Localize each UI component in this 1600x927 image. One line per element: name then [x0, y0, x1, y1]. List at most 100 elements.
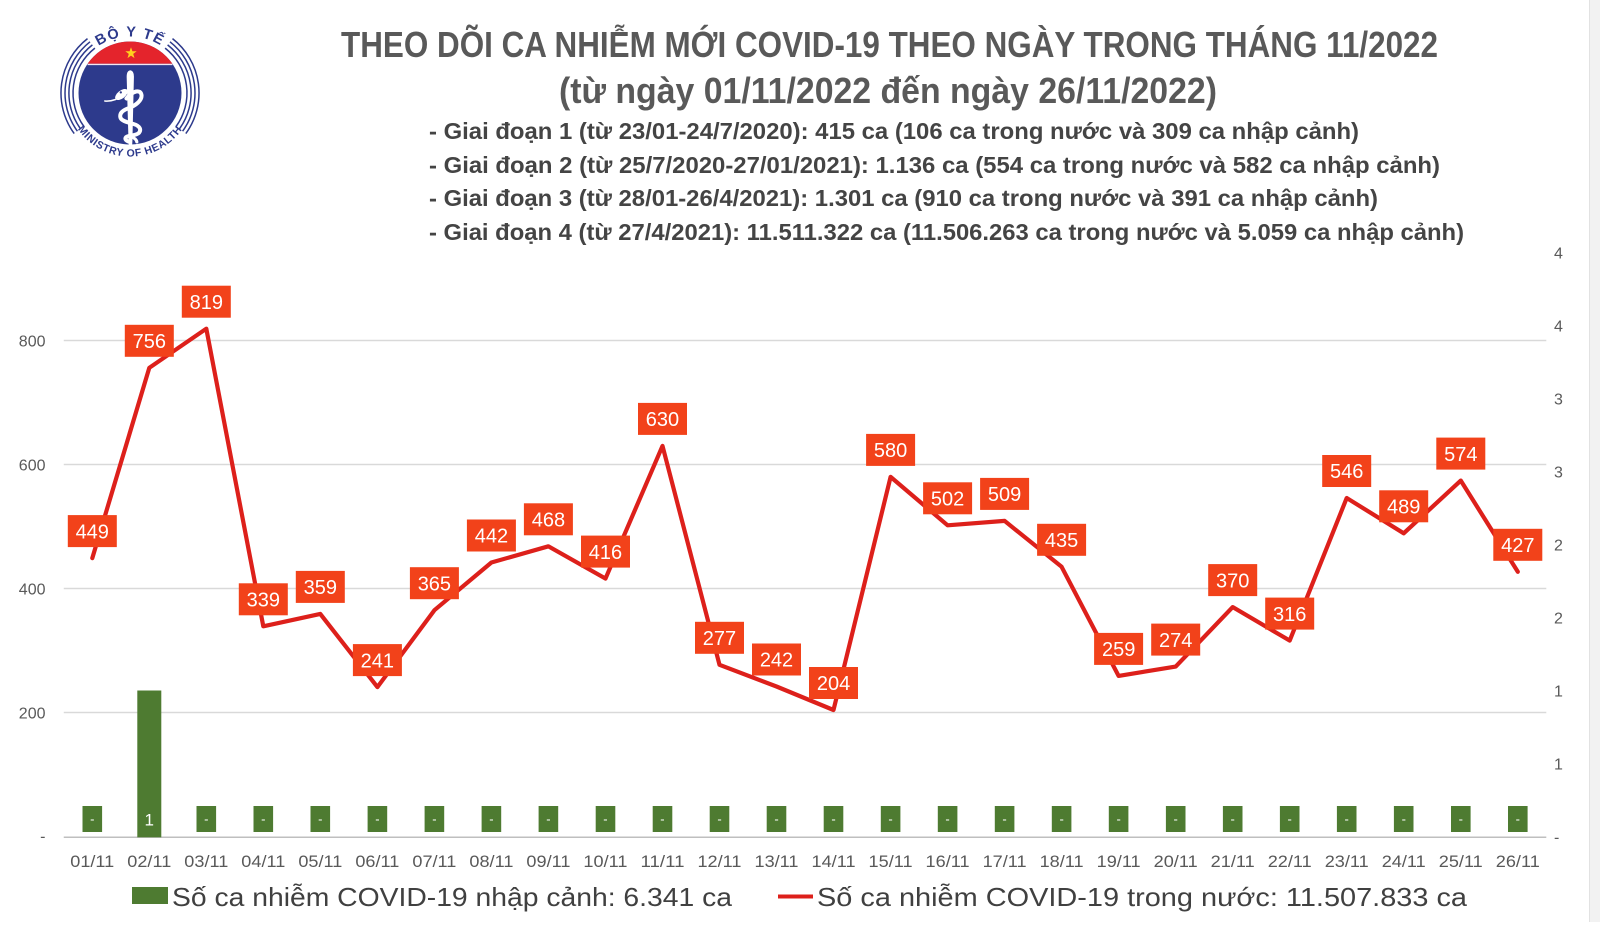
svg-text:4: 4 — [1554, 245, 1563, 262]
svg-text:22/11: 22/11 — [1268, 853, 1312, 871]
svg-text:-: - — [375, 812, 379, 827]
svg-text:Số ca nhiễm COVID-19 nhập cảnh: Số ca nhiễm COVID-19 nhập cảnh: 6.341 ca — [172, 882, 733, 912]
svg-text:365: 365 — [418, 573, 451, 595]
svg-text:200: 200 — [19, 705, 46, 722]
svg-text:-: - — [204, 812, 208, 827]
svg-text:370: 370 — [1216, 570, 1249, 592]
svg-text:489: 489 — [1387, 497, 1420, 519]
svg-text:468: 468 — [532, 510, 565, 532]
svg-text:-: - — [90, 812, 94, 827]
svg-text:- Giai đoạn 1 (từ 23/01-24/7/2: - Giai đoạn 1 (từ 23/01-24/7/2020): 415 … — [429, 118, 1359, 144]
svg-text:580: 580 — [874, 440, 907, 462]
svg-text:10/11: 10/11 — [583, 853, 627, 871]
svg-text:449: 449 — [76, 521, 109, 543]
svg-text:277: 277 — [703, 628, 736, 650]
svg-text:600: 600 — [19, 457, 46, 474]
svg-text:24/11: 24/11 — [1382, 853, 1426, 871]
svg-text:-: - — [831, 812, 835, 827]
svg-text:25/11: 25/11 — [1439, 853, 1483, 871]
svg-text:12/11: 12/11 — [697, 853, 741, 871]
svg-text:11/11: 11/11 — [640, 853, 684, 871]
svg-text:-: - — [945, 812, 949, 827]
svg-text:-: - — [774, 812, 778, 827]
svg-text:435: 435 — [1045, 530, 1078, 552]
svg-text:1: 1 — [1554, 683, 1563, 700]
svg-text:509: 509 — [988, 484, 1021, 506]
svg-text:03/11: 03/11 — [184, 853, 228, 871]
svg-text:- Giai đoạn 4 (từ 27/4/2021):: - Giai đoạn 4 (từ 27/4/2021): 11.511.322… — [429, 219, 1464, 245]
svg-text:13/11: 13/11 — [755, 853, 799, 871]
svg-text:4: 4 — [1554, 318, 1563, 335]
svg-text:819: 819 — [190, 292, 223, 314]
svg-text:04/11: 04/11 — [241, 853, 285, 871]
svg-text:-: - — [489, 812, 493, 827]
svg-text:23/11: 23/11 — [1325, 853, 1369, 871]
svg-text:-: - — [1002, 812, 1006, 827]
svg-text:-: - — [546, 812, 550, 827]
svg-text:359: 359 — [304, 577, 337, 599]
svg-text:-: - — [1231, 812, 1235, 827]
svg-text:-: - — [717, 812, 721, 827]
svg-text:18/11: 18/11 — [1040, 853, 1084, 871]
svg-text:Số ca nhiễm COVID-19 trong nướ: Số ca nhiễm COVID-19 trong nước: 11.507.… — [817, 882, 1468, 912]
svg-text:-: - — [888, 812, 892, 827]
svg-text:259: 259 — [1102, 639, 1135, 661]
svg-text:- Giai đoạn 3 (từ 28/01-26/4/2: - Giai đoạn 3 (từ 28/01-26/4/2021): 1.30… — [429, 185, 1378, 211]
svg-text:21/11: 21/11 — [1211, 853, 1255, 871]
svg-text:-: - — [603, 812, 607, 827]
svg-text:14/11: 14/11 — [812, 853, 856, 871]
svg-text:15/11: 15/11 — [869, 853, 913, 871]
svg-text:01/11: 01/11 — [70, 853, 114, 871]
svg-text:-: - — [1459, 812, 1463, 827]
svg-text:-: - — [1402, 812, 1406, 827]
svg-text:-: - — [1116, 812, 1120, 827]
svg-text:26/11: 26/11 — [1496, 853, 1540, 871]
svg-text:(từ ngày 01/11/2022 đến ngày 2: (từ ngày 01/11/2022 đến ngày 26/11/2022) — [559, 70, 1217, 111]
svg-text:316: 316 — [1273, 604, 1306, 626]
svg-text:339: 339 — [247, 590, 280, 612]
svg-text:204: 204 — [817, 673, 850, 695]
svg-text:20/11: 20/11 — [1154, 853, 1198, 871]
svg-text:07/11: 07/11 — [412, 853, 456, 871]
svg-text:800: 800 — [19, 333, 46, 350]
svg-text:-: - — [261, 812, 265, 827]
svg-text:400: 400 — [19, 581, 46, 598]
svg-text:17/11: 17/11 — [983, 853, 1027, 871]
svg-text:3: 3 — [1554, 391, 1563, 408]
svg-text:-: - — [660, 812, 664, 827]
svg-text:16/11: 16/11 — [926, 853, 970, 871]
svg-text:-: - — [318, 812, 322, 827]
svg-text:-: - — [1554, 829, 1559, 846]
svg-text:05/11: 05/11 — [298, 853, 342, 871]
svg-text:19/11: 19/11 — [1097, 853, 1141, 871]
svg-text:274: 274 — [1159, 630, 1192, 652]
svg-text:241: 241 — [361, 650, 394, 672]
svg-text:08/11: 08/11 — [469, 853, 513, 871]
svg-text:-: - — [432, 812, 436, 827]
svg-text:02/11: 02/11 — [127, 853, 171, 871]
svg-text:1: 1 — [1554, 756, 1563, 773]
svg-text:574: 574 — [1444, 444, 1477, 466]
svg-text:630: 630 — [646, 409, 679, 431]
svg-text:756: 756 — [133, 331, 166, 353]
svg-text:THEO DÕI CA NHIỄM MỚI COVID-19: THEO DÕI CA NHIỄM MỚI COVID-19 THEO NGÀY… — [341, 23, 1438, 65]
svg-text:-: - — [1516, 812, 1520, 827]
svg-text:1: 1 — [145, 811, 154, 830]
svg-text:442: 442 — [475, 526, 508, 548]
svg-text:427: 427 — [1501, 535, 1534, 557]
svg-text:242: 242 — [760, 650, 793, 672]
svg-text:-: - — [1059, 812, 1063, 827]
svg-text:-: - — [1345, 812, 1349, 827]
svg-text:3: 3 — [1554, 464, 1563, 481]
svg-text:546: 546 — [1330, 461, 1363, 483]
svg-text:-: - — [1173, 812, 1177, 827]
svg-text:2: 2 — [1554, 537, 1563, 554]
svg-text:-: - — [40, 829, 45, 846]
svg-text:09/11: 09/11 — [526, 853, 570, 871]
svg-text:502: 502 — [931, 488, 964, 510]
svg-text:416: 416 — [589, 542, 622, 564]
svg-text:- Giai đoạn 2 (từ 25/7/2020-27: - Giai đoạn 2 (từ 25/7/2020-27/01/2021):… — [429, 152, 1440, 178]
svg-text:06/11: 06/11 — [355, 853, 399, 871]
svg-text:2: 2 — [1554, 610, 1563, 627]
svg-text:-: - — [1288, 812, 1292, 827]
